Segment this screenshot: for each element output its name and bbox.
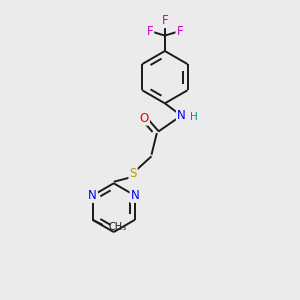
Text: N: N xyxy=(177,109,186,122)
Text: CH₃: CH₃ xyxy=(108,222,126,232)
Text: N: N xyxy=(88,189,97,202)
Text: S: S xyxy=(129,167,137,180)
Text: F: F xyxy=(161,14,168,27)
Text: F: F xyxy=(147,25,153,38)
Text: O: O xyxy=(140,112,149,125)
Text: F: F xyxy=(176,25,183,38)
Text: H: H xyxy=(190,112,198,122)
Text: N: N xyxy=(130,189,139,202)
